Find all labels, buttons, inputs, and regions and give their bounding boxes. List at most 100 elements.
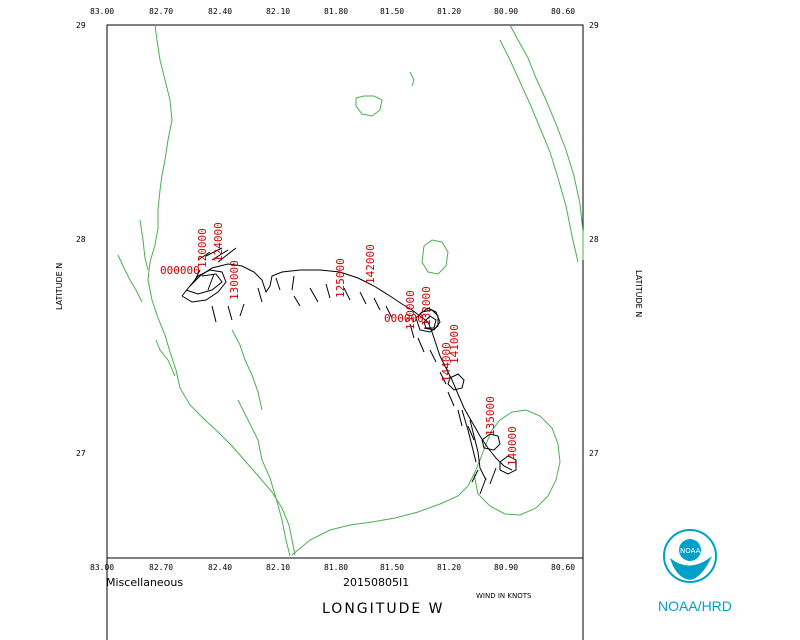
noaa-logo-ring <box>663 529 717 583</box>
left-lat-tick: 27 <box>76 449 86 458</box>
south-shore <box>291 473 475 556</box>
coastal-islands-4 <box>237 399 291 557</box>
wind-barb <box>239 303 245 317</box>
right-latitude-ticks: 29 28 27 <box>589 21 599 458</box>
wind-units-note: WIND IN KNOTS <box>476 592 532 600</box>
wind-barb <box>207 273 215 291</box>
time-label: 135000 <box>484 396 497 436</box>
right-lat-tick: 28 <box>589 235 599 244</box>
noaa-logo-bird-icon <box>670 556 712 580</box>
left-lat-tick: 28 <box>76 235 86 244</box>
wind-barb <box>467 425 475 441</box>
west-coast-line <box>147 24 296 556</box>
coastal-islands-2 <box>117 254 143 303</box>
bottom-lon-tick: 82.70 <box>149 563 173 572</box>
top-lon-tick: 81.50 <box>380 7 404 16</box>
bottom-longitude-ticks: 83.00 82.70 82.40 82.10 81.80 81.50 81.2… <box>90 563 575 572</box>
bottom-lon-tick: 82.40 <box>208 563 232 572</box>
time-label: 120000 <box>196 228 209 268</box>
track-loop-mid <box>447 373 465 391</box>
noaa-logo-inner <box>679 539 701 561</box>
coastal-islands-1 <box>139 219 149 271</box>
top-lon-tick: 80.60 <box>551 7 575 16</box>
right-lat-tick: 27 <box>589 449 599 458</box>
wind-barb <box>439 371 447 385</box>
bottom-lon-tick: 81.50 <box>380 563 404 572</box>
top-lon-tick: 83.00 <box>90 7 114 16</box>
bottom-lon-tick: 81.20 <box>437 563 461 572</box>
time-label: 130000 <box>228 260 241 300</box>
wind-barb <box>417 337 425 353</box>
top-lon-tick: 80.90 <box>494 7 518 16</box>
bottom-lon-tick: 80.90 <box>494 563 518 572</box>
time-label: 141000 <box>448 324 461 364</box>
plot-frame <box>106 24 584 559</box>
wind-barb <box>275 277 281 291</box>
time-label: 130000 <box>404 290 417 330</box>
track-loop-east-2 <box>419 307 441 331</box>
footer-center-label: 20150805I1 <box>343 576 409 589</box>
top-lon-tick: 81.20 <box>437 7 461 16</box>
top-lon-tick: 82.10 <box>266 7 290 16</box>
left-latitude-ticks: 29 28 27 <box>76 21 86 458</box>
wind-barb <box>359 291 367 305</box>
bottom-lon-tick: 80.60 <box>551 563 575 572</box>
wind-barb <box>429 349 437 363</box>
x-axis-title: LONGITUDE W <box>322 601 445 617</box>
time-label: 000000 <box>160 264 200 277</box>
wind-barb <box>471 469 479 483</box>
wind-barb <box>309 287 319 303</box>
right-lat-tick: 29 <box>589 21 599 30</box>
top-lon-tick: 82.70 <box>149 7 173 16</box>
track-loop-south-2 <box>499 455 517 475</box>
flight-track <box>181 263 517 481</box>
wind-barb <box>257 287 263 303</box>
wind-barb <box>293 295 301 307</box>
coastline <box>117 24 584 557</box>
time-label: 140000 <box>506 426 519 466</box>
track-loop-east-3 <box>423 315 437 329</box>
time-label: 000000 <box>384 312 424 325</box>
top-longitude-ticks: 83.00 82.70 82.40 82.10 81.80 81.50 81.2… <box>90 7 575 16</box>
indian-river <box>499 39 579 263</box>
wind-barbs <box>193 247 497 495</box>
noaa-logo-badge: NOAA <box>680 547 701 555</box>
y-axis-title-left: LATITUDE N <box>55 263 64 310</box>
wind-barb <box>205 247 223 257</box>
coastal-islands-3 <box>155 339 176 377</box>
wind-barb <box>373 297 381 311</box>
wind-barb <box>211 249 229 261</box>
inland-lake-2 <box>421 239 449 275</box>
wind-barb <box>409 323 415 339</box>
y-axis-title-right: LATITUDE N <box>634 270 643 317</box>
bottom-lon-tick: 82.10 <box>266 563 290 572</box>
top-lon-tick: 81.80 <box>324 7 348 16</box>
track-loop-south <box>481 433 501 451</box>
wind-barb <box>227 305 233 321</box>
footer-left-label: Miscellaneous <box>106 576 183 589</box>
track-south-leg-2 <box>461 409 477 463</box>
time-labels: 000000 120000 124000 130000 143000 12500… <box>160 222 519 466</box>
time-label: 142000 <box>364 244 377 284</box>
wind-barb <box>211 305 217 323</box>
wind-barb <box>479 477 487 495</box>
wind-barb <box>385 305 393 319</box>
noaa-hrd-label: NOAA/HRD <box>658 598 732 614</box>
wind-barb <box>291 275 295 291</box>
wind-barb <box>447 391 455 407</box>
track-loop-west <box>181 269 227 303</box>
bay-shore <box>231 329 263 411</box>
time-label: 124000 <box>212 222 225 262</box>
wind-barb <box>325 283 331 299</box>
inland-lake-1 <box>355 95 383 117</box>
wind-barb <box>457 409 463 427</box>
lake-okeechobee <box>473 409 561 516</box>
wind-barb <box>193 269 201 283</box>
bottom-lon-tick: 83.00 <box>90 563 114 572</box>
east-coast-line <box>509 24 584 260</box>
noaa-logo: NOAA <box>663 529 717 583</box>
left-lat-tick: 29 <box>76 21 86 30</box>
wind-barb <box>217 247 237 263</box>
wind-barb <box>197 251 211 261</box>
